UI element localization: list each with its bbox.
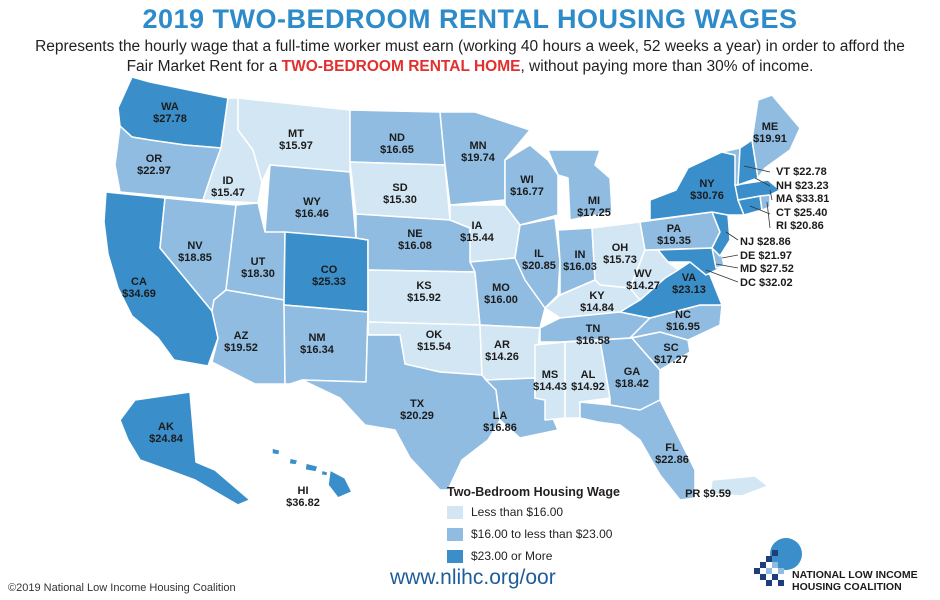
legend-item-high: $23.00 or More (447, 547, 647, 569)
nlihc-logo: NATIONAL LOW INCOME HOUSING COALITION (746, 536, 931, 596)
state-label-HI: HI $36.82 (286, 485, 320, 509)
callout-line (705, 269, 739, 283)
state-MI[interactable] (547, 149, 613, 221)
state-label-SC: SC $17.27 (654, 342, 688, 366)
callout-MD: MD $27.52 (740, 263, 794, 275)
state-label-WY: WY $16.46 (295, 196, 329, 220)
state-ME[interactable] (751, 94, 801, 179)
state-RI[interactable] (759, 194, 771, 211)
state-label-ND: ND $16.65 (380, 132, 414, 156)
state-label-KS: KS $15.92 (407, 280, 441, 304)
state-label-MO: MO $16.00 (484, 282, 518, 306)
state-label-FL: FL $22.86 (655, 442, 689, 466)
state-label-AR: AR $14.26 (485, 339, 519, 363)
state-label-AZ: AZ $19.52 (224, 330, 258, 354)
callout-line (721, 254, 739, 259)
state-VT[interactable] (721, 147, 741, 186)
state-PR[interactable] (709, 475, 769, 497)
state-label-NM: NM $16.34 (300, 332, 334, 356)
callout-line (715, 263, 739, 269)
state-AK[interactable] (119, 391, 251, 506)
callout-CT: CT $25.40 (776, 206, 828, 219)
callout-VT: VT $22.78 (776, 166, 827, 178)
state-label-KY: KY $14.84 (580, 290, 614, 314)
state-label-IA: IA $15.44 (460, 220, 494, 244)
state-label-OK: OK $15.54 (417, 329, 451, 353)
callout-NH: NH $23.23 (776, 179, 829, 192)
northeast-callouts: VT $22.78 NH $23.23 MA $33.81 CT $25.40 … (776, 166, 829, 234)
callout-DC: DC $32.02 (740, 276, 793, 289)
state-label-LA: LA $16.86 (483, 410, 517, 434)
state-label-CA: CA $34.69 (122, 276, 156, 300)
page-subtitle: Represents the hourly wage that a full-t… (20, 37, 920, 77)
map-legend: Two-Bedroom Housing Wage Less than $16.0… (447, 485, 647, 569)
state-label-SD: SD $15.30 (383, 182, 417, 206)
state-label-UT: UT $18.30 (241, 256, 275, 280)
callout-RI: RI $20.86 (776, 220, 824, 232)
org-name-line1: NATIONAL LOW INCOME (792, 569, 918, 581)
callout-line (766, 201, 771, 229)
state-label-MI: MI $17.25 (577, 195, 611, 219)
state-label-ME: ME $19.91 (753, 121, 787, 145)
state-label-VA: VA $23.13 (672, 272, 706, 296)
legend-label: $16.00 to less than $23.00 (471, 527, 613, 541)
house-logo-icon (754, 538, 802, 586)
state-label-GA: GA $18.42 (615, 366, 649, 390)
state-label-NE: NE $16.08 (398, 228, 432, 252)
website-link[interactable]: www.nlihc.org/oor (390, 566, 556, 589)
state-label-MS: MS $14.43 (533, 369, 567, 393)
callout-line (725, 231, 739, 241)
subtitle-text-1: Represents the hourly wage that a full-t… (35, 38, 905, 75)
state-label-OH: OH $15.73 (603, 242, 637, 266)
legend-label: $23.00 or More (471, 549, 553, 563)
subtitle-highlight: TWO-BEDROOM RENTAL HOME (281, 58, 521, 75)
state-label-OR: OR $22.97 (137, 153, 171, 177)
callout-NJ: NJ $28.86 (740, 236, 791, 248)
state-label-IN: IN $16.03 (563, 249, 597, 273)
state-FL[interactable] (579, 399, 696, 501)
legend-label: Less than $16.00 (471, 505, 564, 519)
subtitle-text-2: , without paying more than 30% of income… (520, 58, 814, 75)
page-title: 2019 TWO-BEDROOM RENTAL HOUSING WAGES (142, 4, 798, 34)
callout-DE: DE $21.97 (740, 249, 792, 262)
callout-line (749, 205, 771, 215)
callout-MA: MA $33.81 (776, 193, 830, 205)
state-label-PR: PR $9.59 (685, 488, 731, 500)
legend-item-low: Less than $16.00 (447, 503, 647, 525)
state-label-TN: TN $16.58 (576, 323, 610, 347)
org-name-line2: HOUSING COALITION (792, 581, 902, 593)
callout-line (754, 177, 771, 187)
state-label-WA: WA $27.78 (153, 101, 187, 125)
state-label-ID: ID $15.47 (211, 175, 245, 199)
legend-item-mid: $16.00 to less than $23.00 (447, 525, 647, 547)
state-label-TX: TX $20.29 (400, 398, 434, 422)
state-label-MT: MT $15.97 (279, 128, 313, 152)
legend-swatch-low (447, 506, 463, 519)
state-label-NC: NC $16.95 (666, 309, 700, 333)
state-HI[interactable] (271, 447, 353, 499)
state-TX[interactable] (301, 311, 501, 491)
state-label-NY: NY $30.76 (690, 178, 724, 202)
state-label-MN: MN $19.74 (461, 140, 495, 164)
legend-title: Two-Bedroom Housing Wage (447, 485, 620, 499)
state-label-AL: AL $14.92 (571, 369, 605, 393)
state-WI[interactable] (504, 144, 559, 226)
org-name: NATIONAL LOW INCOME HOUSING COALITION (792, 569, 918, 593)
state-label-WV: WV $14.27 (626, 268, 660, 292)
callout-line (769, 189, 773, 201)
state-label-NV: NV $18.85 (178, 240, 212, 264)
state-label-CO: CO $25.33 (312, 264, 346, 288)
legend-swatch-mid (447, 528, 463, 541)
copyright-text: ©2019 National Low Income Housing Coalit… (8, 582, 236, 594)
state-label-AK: AK $24.84 (149, 421, 183, 445)
callout-line (743, 165, 771, 173)
state-label-IL: IL $20.85 (522, 248, 556, 272)
legend-swatch-high (447, 550, 463, 563)
state-label-WI: WI $16.77 (510, 174, 544, 198)
state-label-PA: PA $19.35 (657, 223, 691, 247)
midatlantic-callouts: NJ $28.86 DE $21.97 MD $27.52 DC $32.02 (740, 236, 794, 290)
